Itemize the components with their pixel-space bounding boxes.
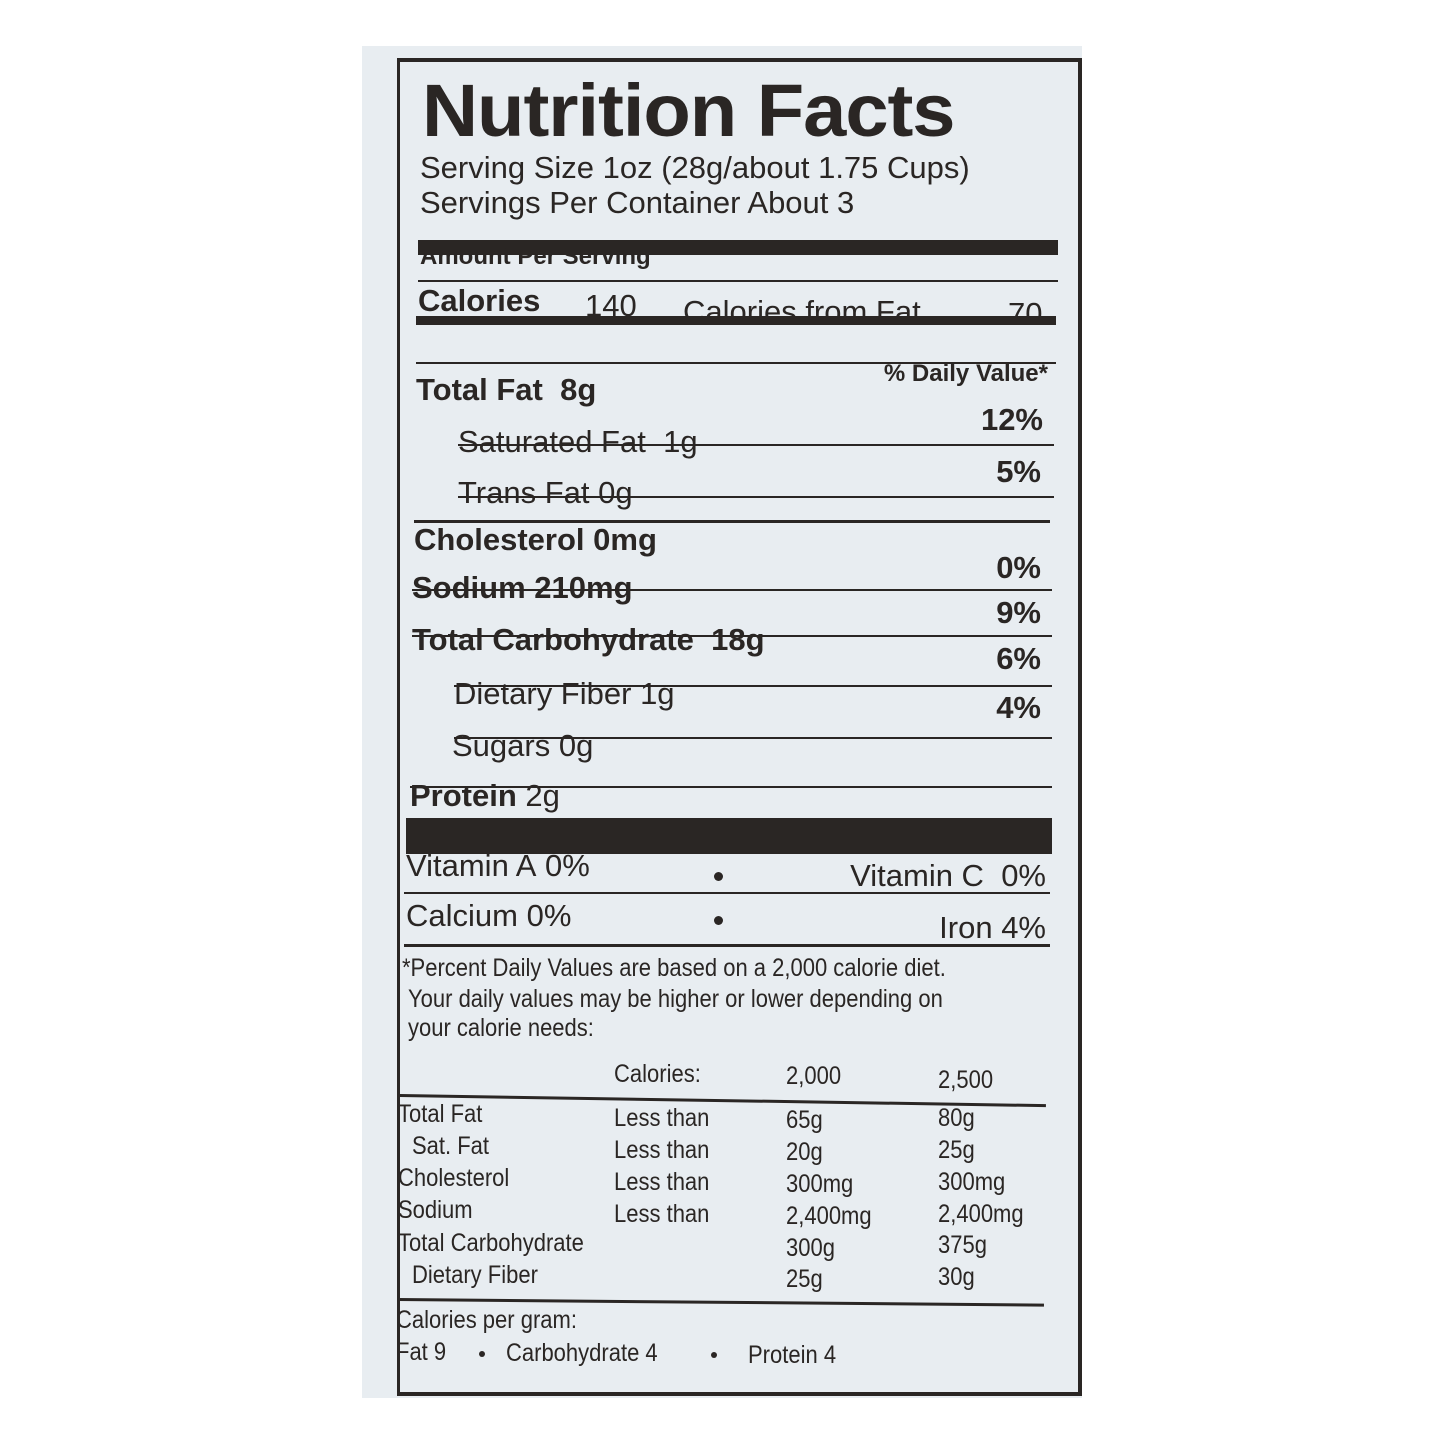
nutrition-label-border xyxy=(397,58,1082,1396)
table-row-2500: 375g xyxy=(938,1231,987,1259)
iron: Iron 4% xyxy=(939,910,1046,945)
daily-value-header: % Daily Value* xyxy=(883,360,1048,387)
table-row-label: Total Fat xyxy=(398,1100,483,1128)
divider xyxy=(458,444,1054,446)
table-row-qualifier: Less than xyxy=(614,1104,710,1132)
nutrient-cholesterol-label: Cholesterol 0mg xyxy=(414,522,657,557)
calcium: Calcium 0% xyxy=(406,898,572,933)
table-row-qualifier: Less than xyxy=(614,1200,710,1228)
servings-per-container: Servings Per Container About 3 xyxy=(420,185,855,220)
table-row-2000: 25g xyxy=(786,1265,823,1293)
table-row-2500: 300mg xyxy=(938,1168,1006,1196)
footnote-line: *Percent Daily Values are based on a 2,0… xyxy=(402,954,946,982)
nutrient-dietary-fiber-label: Dietary Fiber 1g xyxy=(454,676,675,711)
divider xyxy=(418,280,1058,282)
nutrient-trans-fat-label: Trans Fat 0g xyxy=(458,475,633,510)
divider xyxy=(410,786,1052,788)
nutrient-total-fat-label: Total Fat 8g xyxy=(416,372,597,407)
table-row-qualifier: Less than xyxy=(614,1168,710,1196)
nutrient-saturated-fat-label: Saturated Fat 1g xyxy=(458,424,698,459)
calories-per-gram-label: Calories per gram: xyxy=(396,1306,577,1334)
table-header-2500: 2,500 xyxy=(938,1066,994,1094)
vitamin-a: Vitamin A 0% xyxy=(406,848,590,883)
calories-per-gram-fat: Fat 9 xyxy=(396,1338,447,1366)
table-header-calories: Calories: xyxy=(614,1060,701,1088)
nutrient-dietary-fiber-dv: 4% xyxy=(996,690,1041,725)
divider xyxy=(416,362,1056,364)
table-row-2000: 300mg xyxy=(786,1170,854,1198)
nutrient-total-carbohydrate-dv: 6% xyxy=(996,641,1041,676)
divider xyxy=(412,635,1052,637)
divider xyxy=(412,589,1052,591)
table-row-label: Dietary Fiber xyxy=(412,1261,538,1289)
table-row-2000: 20g xyxy=(786,1138,823,1166)
table-row-2000: 300g xyxy=(786,1234,835,1262)
divider xyxy=(414,520,1050,523)
bullet-icon xyxy=(711,1352,717,1358)
table-row-label: Sat. Fat xyxy=(412,1132,490,1160)
calories-value: 140 xyxy=(585,288,637,323)
nutrient-total-carbohydrate-label: Total Carbohydrate 18g xyxy=(412,622,765,657)
footnote-line: your calorie needs: xyxy=(408,1014,594,1042)
thick-divider xyxy=(406,818,1052,854)
nutrient-cholesterol-dv: 0% xyxy=(996,550,1041,585)
nutrient-protein-label: Protein 2g xyxy=(410,778,560,813)
table-row-label: Cholesterol xyxy=(398,1164,510,1192)
table-row-label: Total Carbohydrate xyxy=(398,1229,584,1257)
vitamin-c: Vitamin C 0% xyxy=(850,858,1046,893)
table-row-qualifier: Less than xyxy=(614,1136,710,1164)
table-header-2000: 2,000 xyxy=(786,1062,842,1090)
thick-divider xyxy=(418,240,1058,255)
bullet-icon xyxy=(479,1351,485,1357)
divider xyxy=(404,944,1050,947)
table-row-2500: 25g xyxy=(938,1136,975,1164)
calories-per-gram-carbohydrate: Carbohydrate 4 xyxy=(506,1339,658,1367)
serving-size: Serving Size 1oz (28g/about 1.75 Cups) xyxy=(420,150,970,185)
calories-per-gram-protein: Protein 4 xyxy=(748,1341,837,1369)
table-row-label: Sodium xyxy=(398,1196,473,1224)
table-row-2500: 2,400mg xyxy=(938,1200,1024,1228)
nutrient-saturated-fat-dv: 5% xyxy=(996,454,1041,489)
table-row-2000: 2,400mg xyxy=(786,1202,872,1230)
table-row-2500: 80g xyxy=(938,1104,975,1132)
nutrient-sugars-label: Sugars 0g xyxy=(452,728,594,763)
medium-divider xyxy=(416,316,1056,325)
bullet-icon xyxy=(714,916,723,925)
label-title: Nutrition Facts xyxy=(422,69,956,152)
label-panel xyxy=(362,46,1082,1398)
table-row-2000: 65g xyxy=(786,1106,823,1134)
nutrient-sodium-label: Sodium 210mg xyxy=(412,570,633,605)
divider xyxy=(404,892,1050,894)
footnote-line: Your daily values may be higher or lower… xyxy=(408,985,943,1013)
divider xyxy=(458,496,1054,498)
bullet-icon xyxy=(714,872,723,881)
table-row-2500: 30g xyxy=(938,1263,975,1291)
nutrient-sodium-dv: 9% xyxy=(996,595,1041,630)
divider xyxy=(454,685,1052,687)
amount-per-serving: Amount Per Serving xyxy=(420,243,651,270)
nutrient-total-fat-dv: 12% xyxy=(980,402,1043,437)
divider xyxy=(454,737,1052,739)
calories-label: Calories xyxy=(418,283,541,318)
